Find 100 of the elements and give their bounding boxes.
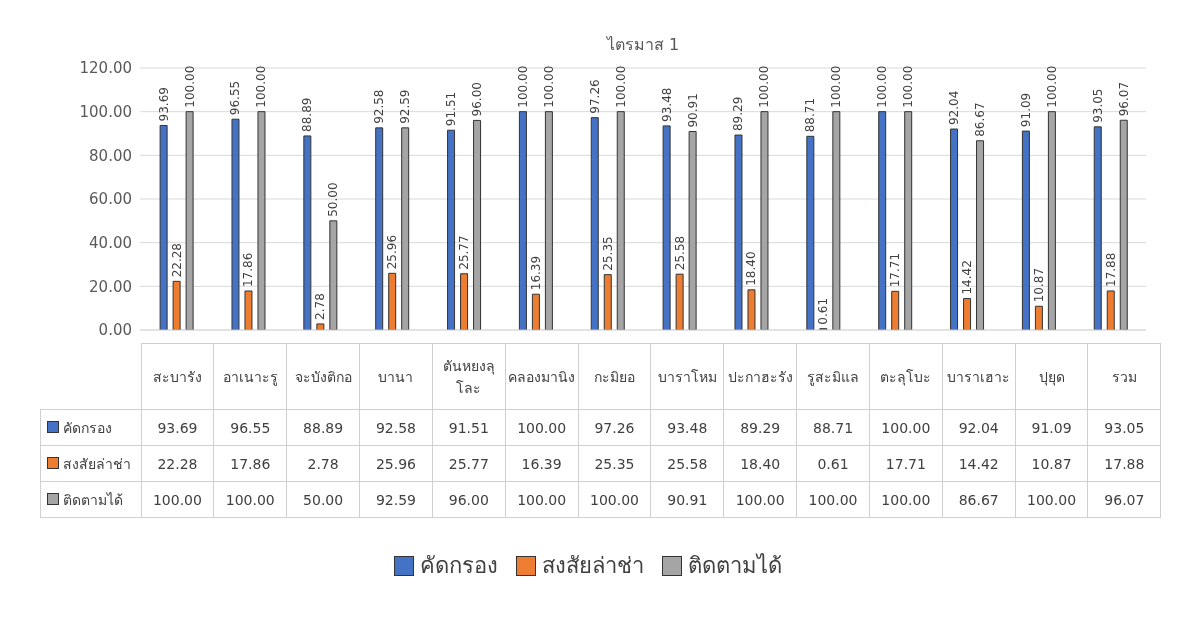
- legend-label: คัดกรอง: [40, 409, 141, 446]
- x-tick-label: ปะกาฮะรัง: [723, 343, 797, 410]
- text: 91.09: [1018, 92, 1033, 128]
- text: 100.00: [829, 65, 844, 108]
- data-label: 16.39: [505, 445, 579, 482]
- data-label: 25.77: [432, 445, 506, 482]
- text: 100.00: [757, 65, 772, 108]
- data-label: 100.00: [141, 481, 214, 518]
- text: 25.58: [672, 235, 687, 271]
- data-label: 93.48: [650, 409, 724, 446]
- text: 92.59: [398, 89, 413, 124]
- data-label: 100.00: [1015, 481, 1088, 518]
- x-tick-label: คลองมานิง: [505, 343, 579, 410]
- y-tick-label: 20.00: [89, 277, 132, 296]
- data-label: 17.88: [1087, 445, 1161, 482]
- data-label: 89.29: [723, 409, 797, 446]
- text: 100.00: [515, 65, 530, 108]
- text: 92.58: [372, 89, 387, 124]
- text: 25.96: [385, 234, 400, 270]
- text: 16.39: [528, 255, 543, 291]
- data-label: 90.91: [650, 481, 724, 518]
- y-tick-label: 100.00: [79, 102, 132, 121]
- text: 22.28: [169, 243, 184, 278]
- data-label: 25.58: [650, 445, 724, 482]
- data-label: 91.51: [432, 409, 506, 446]
- text: 96.00: [470, 82, 485, 117]
- data-label: 100.00: [213, 481, 287, 518]
- y-tick-label: 0.00: [98, 321, 132, 340]
- data-label: 25.96: [359, 445, 433, 482]
- text: 100.00: [182, 65, 197, 108]
- text: 93.48: [659, 87, 674, 122]
- x-tick-label: รวม: [1087, 343, 1161, 410]
- y-tick-label: 40.00: [89, 233, 132, 252]
- data-label: 2.78: [286, 445, 360, 482]
- data-label: 100.00: [723, 481, 797, 518]
- data-label: 100.00: [505, 409, 579, 446]
- data-label: 86.67: [942, 481, 1016, 518]
- y-tick-label: 120.00: [79, 59, 132, 78]
- text: 14.42: [960, 260, 975, 295]
- text: 93.69: [156, 87, 171, 122]
- text: 88.89: [300, 97, 315, 132]
- text: 97.26: [587, 79, 602, 114]
- data-label: 97.26: [578, 409, 651, 446]
- data-label: 25.35: [578, 445, 651, 482]
- data-label: 50.00: [286, 481, 360, 518]
- text: 100.00: [901, 65, 916, 108]
- x-tick-label: กะมิยอ: [578, 343, 651, 410]
- text: 25.77: [457, 235, 472, 270]
- data-label: 10.87: [1015, 445, 1088, 482]
- x-tick-label: สะบารัง: [141, 343, 214, 410]
- data-label: 14.42: [942, 445, 1016, 482]
- text: 100.00: [613, 65, 628, 108]
- x-tick-label: ตันหยงลุโละ: [432, 343, 506, 410]
- y-tick-label: 60.00: [89, 190, 132, 209]
- data-label: 92.59: [359, 481, 433, 518]
- data-label: 96.07: [1087, 481, 1161, 518]
- text: 17.86: [241, 252, 256, 288]
- data-label: 100.00: [505, 481, 579, 518]
- text: 91.51: [444, 91, 459, 127]
- data-label: 96.00: [432, 481, 506, 518]
- text: 96.55: [228, 80, 243, 116]
- text: 100.00: [541, 65, 556, 108]
- x-tick-label: จะบังติกอ: [286, 343, 360, 410]
- legend-label: สงสัยล่าช่า: [40, 445, 141, 482]
- text: 92.04: [947, 90, 962, 126]
- text: 100.00: [254, 65, 269, 108]
- x-tick-label: บานา: [359, 343, 433, 410]
- data-label: 91.09: [1015, 409, 1088, 446]
- text: 18.40: [744, 251, 759, 286]
- text: 17.71: [888, 252, 903, 288]
- text: 0.61: [816, 297, 831, 325]
- data-label: 100.00: [869, 481, 943, 518]
- data-label: 93.69: [141, 409, 214, 446]
- text: 10.87: [1031, 267, 1046, 303]
- text: 100.00: [875, 65, 890, 108]
- data-label: 0.61: [796, 445, 870, 482]
- text: ติดตามได้: [688, 553, 782, 578]
- text: 100.00: [1044, 65, 1059, 108]
- x-tick-label: ปุยุด: [1015, 343, 1088, 410]
- data-label: 93.05: [1087, 409, 1161, 446]
- text: 50.00: [326, 182, 341, 217]
- data-label: 100.00: [869, 409, 943, 446]
- text: 17.88: [1103, 252, 1118, 287]
- y-tick-label: 80.00: [89, 146, 132, 165]
- data-label: 22.28: [141, 445, 214, 482]
- x-tick-label: บาราโหม: [650, 343, 724, 410]
- x-tick-label: บาราเฮาะ: [942, 343, 1016, 410]
- text: 2.78: [313, 293, 328, 320]
- data-label: 17.71: [869, 445, 943, 482]
- data-label: 17.86: [213, 445, 287, 482]
- legend-label: ติดตามได้: [40, 481, 141, 518]
- text: คัดกรอง: [420, 553, 498, 578]
- data-label: 92.04: [942, 409, 1016, 446]
- text: สงสัยล่าช่า: [542, 553, 644, 578]
- data-label: 92.58: [359, 409, 433, 446]
- x-tick-label: อาเนาะรู: [213, 343, 287, 410]
- data-label: 100.00: [578, 481, 651, 518]
- chart-title: ไตรมาส 1: [605, 34, 681, 56]
- text: 90.91: [685, 93, 700, 128]
- data-label: 88.71: [796, 409, 870, 446]
